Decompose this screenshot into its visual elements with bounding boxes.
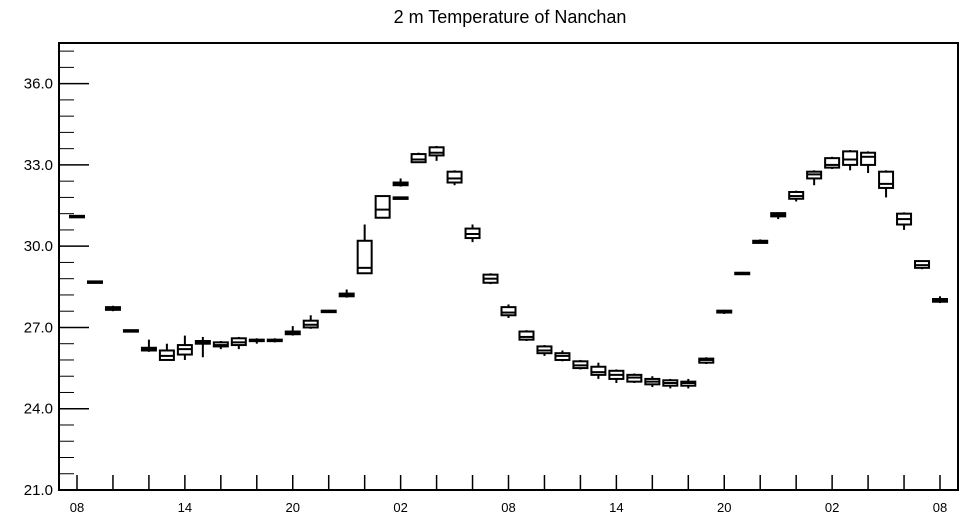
- box: [914, 260, 931, 270]
- box: [680, 378, 697, 389]
- box-body: [842, 150, 859, 166]
- x-axis: 08 14 20 02 08 14 20 02 08: [70, 475, 947, 515]
- y-tick-label: 36.0: [24, 76, 53, 93]
- box: [464, 224, 481, 243]
- x-tick-label: 08: [933, 500, 947, 515]
- box: [860, 151, 877, 174]
- box: [752, 239, 769, 244]
- chart-title: 2 m Temperature of Nanchan: [394, 7, 627, 27]
- box: [69, 214, 85, 219]
- x-tick-label: 08: [501, 500, 515, 515]
- box-body: [356, 239, 373, 275]
- box: [392, 178, 409, 187]
- x-tick-label: 20: [286, 500, 300, 515]
- box: [842, 150, 859, 171]
- box: [248, 338, 265, 344]
- box: [608, 369, 625, 383]
- box: [662, 378, 679, 389]
- box: [122, 329, 139, 333]
- box: [770, 212, 787, 220]
- box: [176, 335, 193, 360]
- box: [356, 224, 373, 275]
- box-body: [878, 170, 895, 189]
- box: [446, 170, 463, 186]
- box: [86, 280, 103, 284]
- box: [284, 326, 301, 336]
- box: [482, 273, 499, 285]
- box-series: [69, 145, 948, 389]
- box: [806, 170, 823, 186]
- box: [644, 376, 661, 388]
- y-tick-label: 33.0: [24, 157, 53, 174]
- box-body: [410, 153, 427, 164]
- y-tick-label: 30.0: [24, 238, 53, 255]
- box-body: [374, 195, 391, 219]
- box: [896, 212, 913, 230]
- box: [734, 271, 751, 276]
- box: [428, 145, 445, 161]
- box: [266, 338, 283, 343]
- box: [878, 170, 895, 198]
- box: [338, 289, 355, 298]
- box: [626, 373, 643, 383]
- box: [374, 195, 391, 219]
- box: [716, 309, 733, 314]
- y-axis: 21.0 24.0 27.0 30.0 33.0 36.0: [24, 50, 89, 499]
- box: [824, 156, 841, 169]
- box: [410, 152, 427, 164]
- box: [500, 304, 517, 318]
- box: [698, 357, 715, 365]
- box: [104, 305, 121, 312]
- box: [212, 341, 229, 350]
- box-body: [500, 306, 517, 317]
- box-body: [824, 157, 841, 169]
- x-tick-label: 08: [70, 500, 84, 515]
- plot-frame: [58, 42, 959, 491]
- box: [392, 196, 409, 200]
- box: [572, 359, 589, 370]
- box-body: [860, 151, 877, 166]
- box: [536, 345, 553, 356]
- box: [554, 350, 571, 362]
- box: [194, 336, 211, 358]
- box-body: [428, 146, 445, 157]
- box-body: [446, 170, 463, 184]
- box: [932, 296, 948, 304]
- box: [320, 309, 337, 314]
- x-tick-label: 14: [178, 500, 192, 515]
- box: [230, 336, 247, 350]
- box: [158, 343, 175, 361]
- y-tick-label: 27.0: [24, 319, 53, 336]
- box-body: [518, 330, 535, 341]
- y-tick-label: 21.0: [24, 482, 53, 499]
- box: [302, 315, 319, 329]
- y-tick-label: 24.0: [24, 401, 53, 418]
- box: [788, 190, 805, 202]
- x-tick-label: 14: [609, 500, 623, 515]
- x-tick-label: 02: [393, 500, 407, 515]
- box: [518, 330, 535, 341]
- box: [140, 339, 157, 352]
- box: [590, 362, 607, 379]
- x-tick-label: 02: [825, 500, 839, 515]
- box-body: [590, 365, 607, 376]
- x-tick-label: 20: [717, 500, 731, 515]
